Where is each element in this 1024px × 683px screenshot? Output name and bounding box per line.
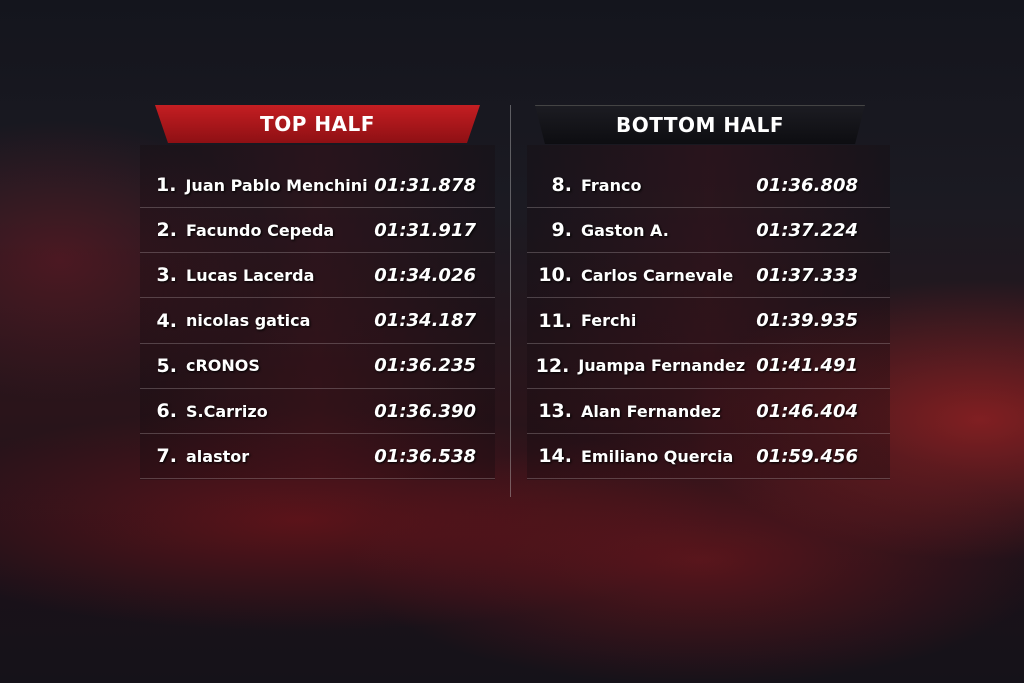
position: 2. <box>156 219 177 242</box>
driver-name: Franco <box>581 175 642 195</box>
position: 8. <box>551 174 572 196</box>
position: 6. <box>156 400 177 422</box>
position: 12. <box>535 354 570 377</box>
leaderboard-row: 7. alastor 01:36.538 <box>140 434 495 480</box>
lap-time: 01:39.935 <box>756 310 858 332</box>
leaderboard-row: 2. Facundo Cepeda 01:31.917 <box>140 208 495 254</box>
driver-name: nicolas gatica <box>186 311 311 331</box>
lap-time: 01:36.808 <box>756 174 858 196</box>
driver-name: Ferchi <box>581 311 637 331</box>
driver-name: alastor <box>186 446 250 466</box>
position: 11. <box>538 309 572 332</box>
driver-name: Lucas Lacerda <box>186 265 315 285</box>
bottom-half-header: BOTTOM HALF <box>535 105 865 144</box>
driver-name: Gaston A. <box>581 220 669 240</box>
leaderboard-row: 14. Emiliano Quercia 01:59.456 <box>527 434 890 480</box>
driver-name: Alan Fernandez <box>581 401 721 421</box>
position: 5. <box>156 354 177 377</box>
lap-time: 01:36.538 <box>374 445 476 467</box>
lap-time: 01:46.404 <box>756 400 858 422</box>
position: 14. <box>538 445 572 468</box>
leaderboard-row: 4. nicolas gatica 01:34.187 <box>140 299 495 344</box>
leaderboard-row: 5. cRONOS 01:36.235 <box>140 344 495 389</box>
lap-time: 01:36.235 <box>374 355 476 377</box>
top-half-title: TOP HALF <box>260 112 375 136</box>
driver-name: Facundo Cepeda <box>186 220 335 240</box>
leaderboard-row: 3. Lucas Lacerda 01:34.026 <box>140 253 495 299</box>
lap-time: 01:34.026 <box>374 264 476 286</box>
leaderboard-row: 13. Alan Fernandez 01:46.404 <box>527 389 890 434</box>
lap-time: 01:37.224 <box>756 219 858 241</box>
position: 7. <box>156 445 177 468</box>
leaderboard-row: 12. Juampa Fernandez 01:41.491 <box>527 344 890 389</box>
lap-time: 01:31.878 <box>374 174 476 196</box>
position: 10. <box>538 264 572 287</box>
position: 3. <box>156 264 177 287</box>
leaderboard-row: 6. S.Carrizo 01:36.390 <box>140 389 495 434</box>
position: 4. <box>156 309 177 332</box>
top-half-panel <box>140 145 495 480</box>
lap-time: 01:41.491 <box>756 355 858 377</box>
driver-name: Carlos Carnevale <box>581 265 734 285</box>
lap-time: 01:59.456 <box>756 445 858 467</box>
column-divider <box>510 105 511 497</box>
lap-time: 01:34.187 <box>374 310 476 332</box>
lap-time: 01:37.333 <box>756 264 858 286</box>
position: 13. <box>538 400 572 422</box>
leaderboard-row: 8. Franco 01:36.808 <box>527 163 890 208</box>
driver-name: Juan Pablo Menchini <box>185 175 368 195</box>
lap-time: 01:31.917 <box>374 219 476 241</box>
driver-name: cRONOS <box>186 356 260 376</box>
bottom-half-title: BOTTOM HALF <box>616 113 784 137</box>
leaderboard-row: 9. Gaston A. 01:37.224 <box>527 208 890 254</box>
leaderboard-row: 11. Ferchi 01:39.935 <box>527 299 890 344</box>
lap-time: 01:36.390 <box>374 400 476 422</box>
position: 1. <box>156 174 177 196</box>
leaderboard-row: 10. Carlos Carnevale 01:37.333 <box>527 253 890 299</box>
driver-name: S.Carrizo <box>186 401 268 421</box>
leaderboard-row: 1. Juan Pablo Menchini 01:31.878 <box>140 163 495 208</box>
driver-name: Emiliano Quercia <box>581 446 734 466</box>
top-half-header: TOP HALF <box>155 105 480 143</box>
position: 9. <box>551 219 572 242</box>
bottom-half-panel <box>527 145 890 480</box>
driver-name: Juampa Fernandez <box>578 356 746 376</box>
